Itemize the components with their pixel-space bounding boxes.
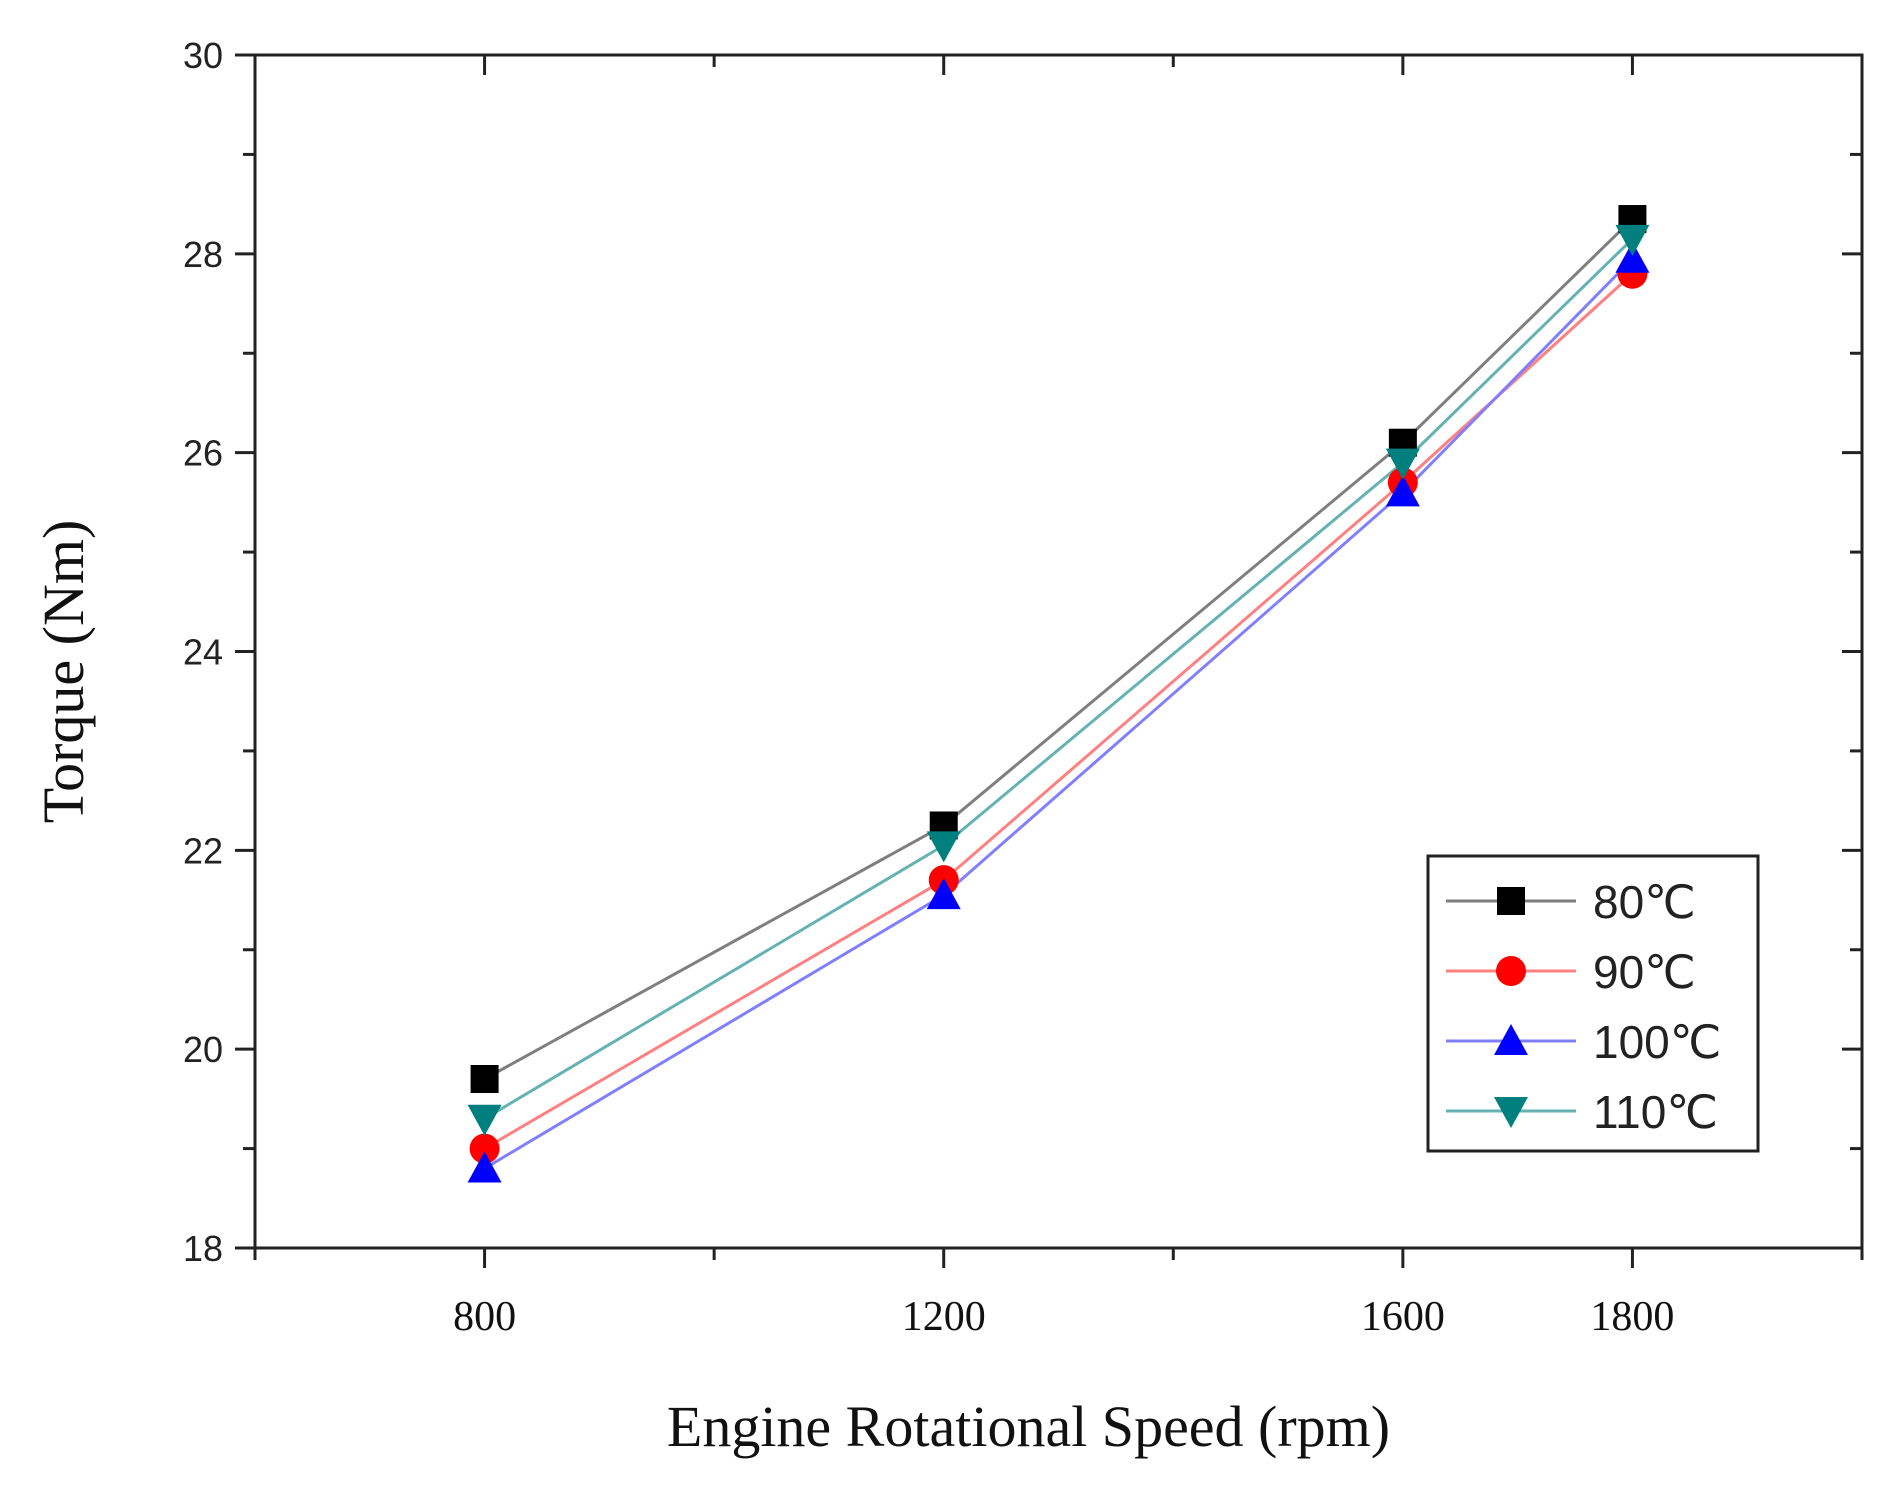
legend-marker [1497, 887, 1525, 915]
legend-label: 100℃ [1593, 1016, 1721, 1068]
series-point-3-3 [1615, 224, 1650, 256]
x-tick-label: 1200 [902, 1294, 986, 1340]
legend-box [1426, 854, 1760, 1153]
series-point-0-0 [470, 1064, 499, 1093]
y-tick-label: 28 [183, 234, 223, 275]
series-markers [467, 205, 1650, 1183]
y-tick-label: 26 [183, 433, 223, 474]
axis-ticks [235, 53, 1864, 1268]
series-point-2-3 [1615, 241, 1650, 273]
series-line-2 [483, 257, 1634, 1170]
y-tick-labels: 18 20 22 24 26 28 30 [183, 35, 223, 1269]
series-point-2-2 [1385, 475, 1420, 507]
y-tick-label: 18 [183, 1228, 223, 1269]
series-lines [483, 217, 1634, 1170]
series-point-3-1 [926, 831, 961, 863]
x-tick-label: 800 [453, 1294, 516, 1340]
x-axis-title: Engine Rotational Speed (rpm) [667, 1394, 1390, 1459]
x-tick-label: 1800 [1590, 1294, 1674, 1340]
series-point-1-0 [469, 1133, 500, 1164]
series-point-3-0 [467, 1104, 502, 1136]
legend-label: 90℃ [1593, 946, 1696, 998]
series-point-2-0 [467, 1151, 502, 1183]
legend-marker [1494, 1097, 1528, 1128]
series-line-0 [483, 217, 1634, 1081]
y-tick-label: 20 [183, 1029, 223, 1070]
y-tick-label: 22 [183, 830, 223, 871]
legend-label: 110℃ [1593, 1086, 1718, 1138]
series-line-1 [483, 272, 1634, 1150]
x-tick-label: 1600 [1361, 1294, 1445, 1340]
x-tick-labels: 800 1200 1600 1800 [453, 1294, 1674, 1340]
series-line-3 [483, 237, 1634, 1121]
legend-marker [1496, 956, 1526, 986]
series-point-3-2 [1385, 448, 1420, 480]
series-point-2-1 [926, 878, 961, 910]
legend-label: 80℃ [1593, 876, 1696, 928]
y-tick-label: 30 [183, 35, 223, 76]
legend: 80℃ 90℃ 100℃ 110℃ [1426, 854, 1760, 1153]
y-axis-title: Torque (Nm) [31, 520, 96, 824]
legend-marker [1494, 1024, 1528, 1055]
y-tick-label: 24 [183, 632, 223, 673]
